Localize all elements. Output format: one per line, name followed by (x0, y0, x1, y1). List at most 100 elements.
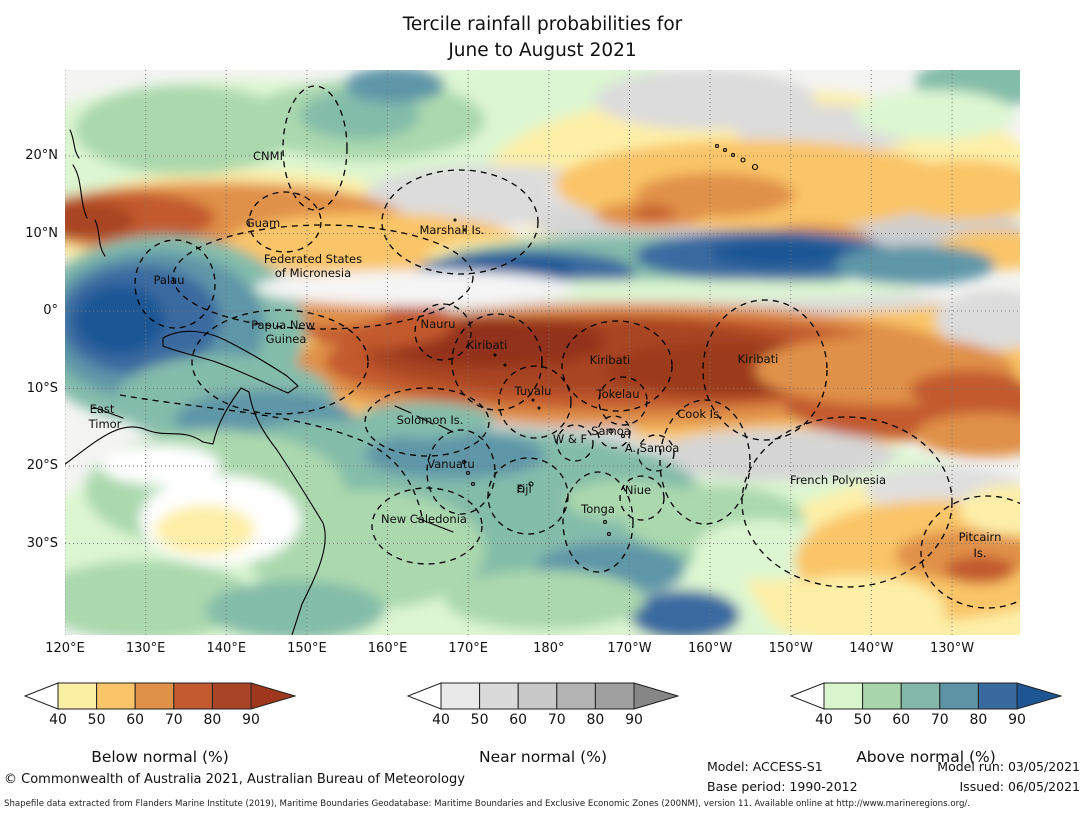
longitude-tick-label: 120°E (45, 641, 85, 656)
colorbar-tick-label: 80 (969, 712, 988, 728)
map-panel: CNMI Guam Marshall Is. Federated States of M… (65, 70, 1020, 635)
territory-label: Vanuatu (427, 457, 474, 471)
longitude-tick-label: 150°E (287, 641, 327, 656)
longitude-tick-label: 140°W (849, 641, 894, 656)
legend-below-normal: 40 50 60 70 80 90 Below normal (%) (24, 682, 296, 766)
territory-label: Cook Is. (677, 407, 722, 421)
philippines-coast (69, 129, 106, 257)
latitude-tick-label: 0° (43, 303, 58, 318)
colorbar-left-arrow (24, 682, 59, 710)
colorbar-ticks: 40 50 60 70 80 90 (790, 712, 1062, 730)
colorbar-segment (900, 682, 941, 710)
territory-label: CNMI (253, 149, 283, 163)
territory-label: W & F (553, 432, 587, 446)
colorbar-tick-label: 70 (164, 712, 183, 728)
colorbar-tick-label: 50 (470, 712, 489, 728)
shapefile-attribution-text: Shapefile data extracted from Flanders M… (4, 799, 971, 809)
longitude-tick-label: 140°E (206, 641, 247, 656)
latitude-tick-label: 20°N (25, 148, 58, 163)
colorbar-segment (440, 682, 481, 710)
territory-label: East (90, 402, 115, 416)
territory-label: New Caledonia (381, 512, 467, 526)
territory-label: Tuvalu (514, 384, 552, 398)
longitude-tick-label: 180° (533, 641, 565, 656)
legend-above-normal: 40 50 60 70 80 90 Above normal (%) (790, 682, 1062, 766)
colorbar-tick-label: 60 (509, 712, 528, 728)
colorbar-segment (823, 682, 864, 710)
new-guinea-coast (162, 330, 299, 394)
colorbar-segment (939, 682, 979, 710)
copyright-text: © Commonwealth of Australia 2021, Austra… (4, 772, 465, 787)
title-line-2: June to August 2021 (448, 40, 637, 61)
timor-coast (92, 406, 124, 419)
colorbar-segment (173, 682, 213, 710)
colorbar (790, 682, 1062, 710)
colorbar-segment (479, 682, 519, 710)
latitude-tick-label: 30°S (26, 535, 58, 551)
colorbar-tick-label: 60 (892, 712, 911, 728)
territory-label: Fiji (516, 482, 531, 496)
colorbar-tick-label: 90 (1008, 712, 1026, 728)
coastlines (65, 129, 759, 635)
colorbar-segment (862, 682, 902, 710)
longitude-tick-label: 170°E (448, 641, 488, 656)
eez-boundaries (119, 85, 1020, 609)
longitude-tick-label: 170°W (607, 641, 652, 656)
new-caledonia-coast (416, 517, 454, 533)
colorbar-tick-label: 50 (853, 712, 872, 728)
solomon-islands-coast (394, 405, 454, 433)
model-name-text: Model: ACCESS-S1 (707, 759, 823, 774)
territory-label: Kiribati (467, 338, 508, 352)
territory-label: Samoa (591, 424, 631, 438)
territory-label: Nauru (421, 317, 456, 331)
colorbar-segment (594, 682, 635, 710)
latitude-tick-label: 10°N (25, 225, 58, 241)
colorbar-tick-label: 70 (547, 712, 566, 728)
page-title: Tercile rainfall probabilities for June … (0, 12, 1085, 64)
longitude-tick-label: 130°E (125, 641, 166, 656)
colorbar-segment (211, 682, 252, 710)
colorbar-tick-label: 40 (815, 712, 833, 728)
colorbar-tick-label: 50 (87, 712, 106, 728)
territory-label: of Micronesia (275, 266, 351, 280)
colorbar-title: Above normal (%) (856, 748, 996, 766)
latitude-tick-label: 10°S (26, 380, 58, 396)
model-run-text: Model run: 03/05/2021 (937, 759, 1080, 774)
territory-label: Federated States (264, 252, 362, 266)
territory-label: Marshall Is. (419, 223, 484, 237)
colorbar-segment (96, 682, 136, 710)
territory-label: Timor (88, 417, 122, 431)
territory-label: Is. (973, 546, 986, 560)
colorbar-right-arrow (633, 682, 679, 710)
colorbar (24, 682, 296, 710)
colorbar-tick-label: 80 (203, 712, 222, 728)
colorbar-segment (134, 682, 175, 710)
longitude-tick-label: 160°W (688, 641, 733, 656)
issued-text: Issued: 06/05/2021 (959, 779, 1081, 794)
territory-label: Kiribati (590, 353, 631, 367)
probability-field (65, 70, 1020, 635)
colorbar-title: Near normal (%) (479, 748, 607, 766)
colorbar-tick-label: 40 (432, 712, 450, 728)
legend-near-normal: 40 50 60 70 80 90 Near normal (%) (407, 682, 679, 766)
colorbar-segment (556, 682, 596, 710)
territory-label: Solomon Is. (397, 413, 464, 427)
longitude-tick-label: 130°W (929, 641, 975, 656)
colorbar-tick-label: 80 (586, 712, 605, 728)
colorbar-left-arrow (407, 682, 442, 710)
longitude-tick-label: 150°W (768, 641, 813, 656)
colorbar-segment (977, 682, 1018, 710)
colorbar-tick-label: 40 (49, 712, 67, 728)
colorbar-tick-label: 90 (625, 712, 643, 728)
colorbar-right-arrow (250, 682, 296, 710)
title-line-1: Tercile rainfall probabilities for (402, 14, 683, 35)
territory-label: Palau (154, 273, 185, 287)
colorbar-ticks: 40 50 60 70 80 90 (407, 712, 679, 730)
territory-label: Guinea (266, 332, 307, 346)
colorbar-tick-label: 90 (242, 712, 260, 728)
colorbar-right-arrow (1016, 682, 1062, 710)
colorbar-tick-label: 60 (126, 712, 145, 728)
territory-label: Kiribati (738, 352, 779, 366)
